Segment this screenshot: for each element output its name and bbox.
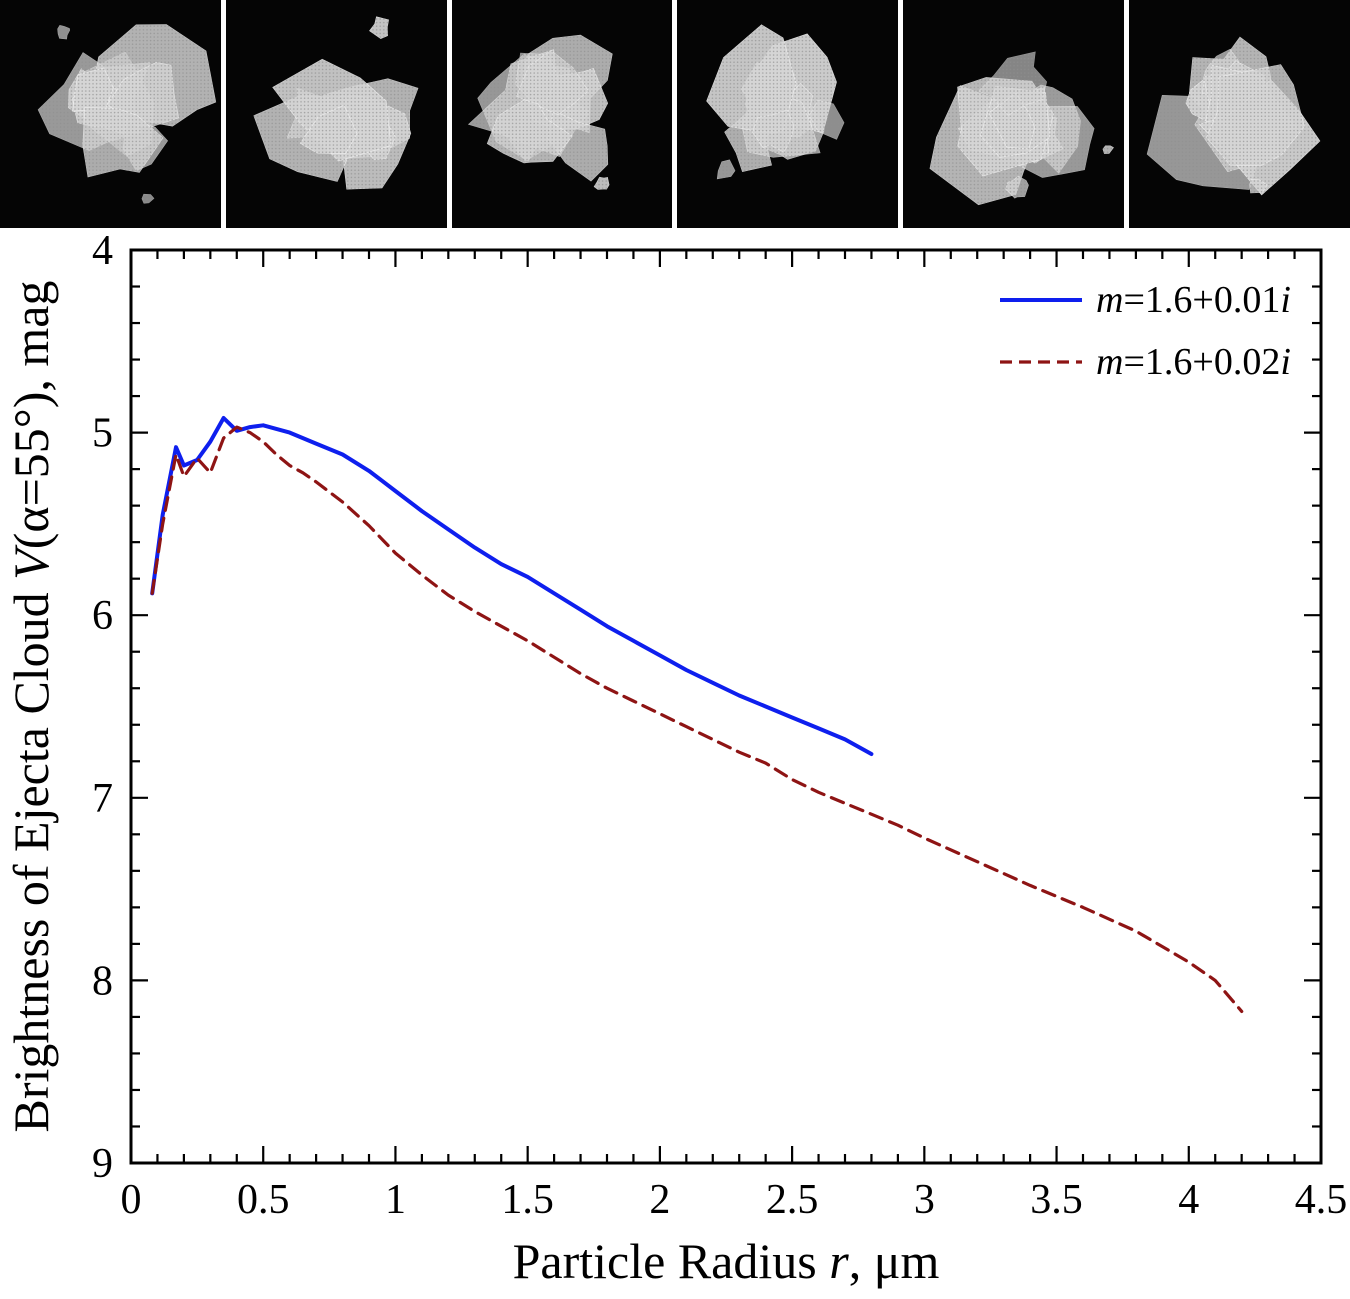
- x-axis-title: Particle Radius r, μm: [513, 1233, 940, 1289]
- svg-text:8: 8: [92, 958, 113, 1004]
- axis-ticks: [129, 248, 1323, 1165]
- particle-panel-2: [225, 0, 447, 228]
- svg-text:0: 0: [121, 1177, 142, 1223]
- svg-text:2.5: 2.5: [766, 1177, 819, 1223]
- particle-render-6: [1129, 0, 1350, 228]
- particle-render-1: [0, 0, 221, 228]
- svg-text:1.5: 1.5: [501, 1177, 554, 1223]
- y-axis-title: Brightness of Ejecta Cloud V(α=55°), mag: [3, 280, 59, 1132]
- svg-text:1: 1: [385, 1177, 406, 1223]
- particle-panel-6: [1129, 0, 1350, 228]
- chart-svg: 0 0.5 1 1.5 2 2.5 3 3.5 4 4.5456789m=1.6+0.01im=1…: [3, 228, 1347, 1289]
- particle-render-5: [903, 0, 1125, 228]
- particle-render-4: [677, 0, 899, 228]
- particle-panel-3: [451, 0, 673, 228]
- svg-text:3: 3: [914, 1177, 935, 1223]
- svg-text:2: 2: [649, 1177, 670, 1223]
- svg-text:0.5: 0.5: [237, 1177, 290, 1223]
- legend-label-m-1.6-0.02i: m=1.6+0.02i: [1096, 341, 1291, 383]
- svg-text:4: 4: [92, 228, 113, 274]
- svg-text:6: 6: [92, 593, 113, 639]
- series-red-dashed: [150, 425, 1244, 1014]
- particle-render-3: [451, 0, 673, 228]
- series-blue-solid: [150, 416, 874, 756]
- plot-frame: [129, 248, 1323, 1165]
- svg-text:4: 4: [1178, 1177, 1199, 1223]
- brightness-chart: 0 0.5 1 1.5 2 2.5 3 3.5 4 4.5 4 5 6 7 8 9 m=1.6+0.01i m=1…: [0, 228, 1350, 1299]
- legend: m=1.6+0.01i m=1.6+0.02i: [1000, 279, 1291, 383]
- svg-text:4.5: 4.5: [1295, 1177, 1348, 1223]
- svg-text:7: 7: [92, 776, 113, 822]
- legend-label-m-1.6-0.01i: m=1.6+0.01i: [1096, 279, 1291, 321]
- particle-image-strip: [0, 0, 1350, 228]
- particle-panel-5: [903, 0, 1125, 228]
- particle-panel-4: [677, 0, 899, 228]
- svg-text:5: 5: [92, 411, 113, 457]
- particle-render-2: [225, 0, 447, 228]
- particle-panel-1: [0, 0, 221, 228]
- svg-text:9: 9: [92, 1141, 113, 1187]
- axis-tick-labels: 0 0.5 1 1.5 2 2.5 3 3.5 4 4.5 4 5 6 7 8 9: [92, 228, 1347, 1223]
- svg-text:3.5: 3.5: [1030, 1177, 1083, 1223]
